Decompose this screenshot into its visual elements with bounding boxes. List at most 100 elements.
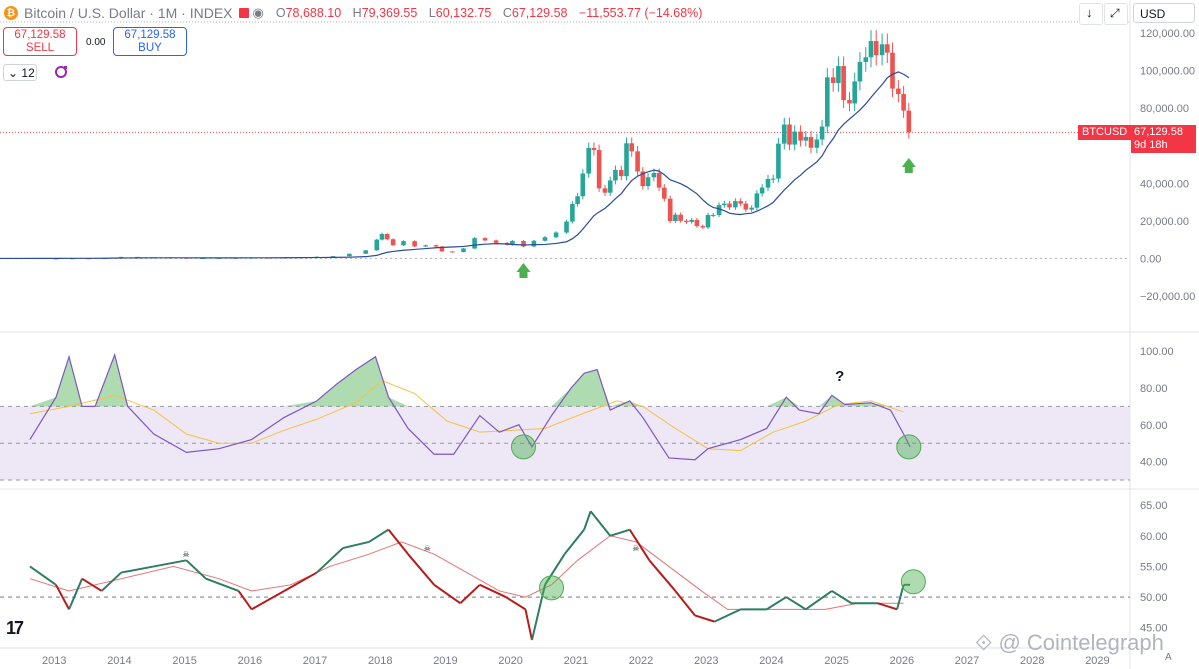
oscillator-panel: ☠ ☠ ☠ <box>0 510 1130 641</box>
watermark: ⟐ @ Cointelegraph <box>975 630 1164 655</box>
osc-line-segment <box>674 590 696 617</box>
candle-body <box>531 240 537 247</box>
year-tick-label: 2028 <box>1020 655 1044 667</box>
candle-body <box>808 137 814 148</box>
skull-icon: ☠ <box>182 550 189 559</box>
candle-body <box>542 237 548 241</box>
currency-select[interactable]: USD <box>1133 3 1195 23</box>
candle-body <box>868 41 874 58</box>
refresh-icon[interactable] <box>53 64 69 80</box>
sell-button[interactable]: 67,129.58 SELL <box>3 27 77 56</box>
candle-body <box>792 131 798 145</box>
buy-button[interactable]: 67,129.58 BUY <box>113 27 187 56</box>
symbol-header: ₿ Bitcoin / U.S. Dollar · 1M · INDEX ◉ O… <box>0 0 702 26</box>
candle-body <box>330 256 336 258</box>
osc-line-segment <box>185 559 207 580</box>
candle-body <box>412 241 417 247</box>
osc-tick-label: 60.00 <box>1140 531 1168 543</box>
last-price-badge: 67,129.58 9d 18h <box>1131 125 1196 153</box>
candle-body <box>553 232 559 238</box>
osc-line-segment <box>766 596 787 611</box>
expand-icon: ⤢ <box>1110 6 1120 20</box>
candle-body <box>662 187 667 199</box>
candle-body <box>379 234 385 240</box>
candle-body <box>787 124 792 145</box>
auto-scale-button[interactable]: A <box>1165 652 1172 663</box>
year-tick-label: 2027 <box>955 655 979 667</box>
candle-body <box>700 226 706 228</box>
year-tick-label: 2018 <box>368 655 392 667</box>
sell-label: SELL <box>25 42 55 54</box>
year-tick-label: 2016 <box>238 655 262 667</box>
osc-line-segment <box>563 529 585 555</box>
symbol-name[interactable]: Bitcoin / U.S. Dollar · 1M · INDEX <box>24 5 233 21</box>
candle-body <box>901 94 906 111</box>
price-tick-label: 40,000.00 <box>1140 178 1189 190</box>
last-price-value: 67,129.58 <box>1134 126 1183 138</box>
price-tick-label: 20,000.00 <box>1140 216 1189 228</box>
rsi-tick-label: 40.00 <box>1140 457 1168 469</box>
candle-body <box>564 221 569 233</box>
candle-body <box>510 240 515 245</box>
price-tick-label: 0.00 <box>1140 253 1161 265</box>
highlight-circle <box>900 569 926 595</box>
candle-body <box>694 219 700 227</box>
candle-body <box>618 169 624 177</box>
candle-body <box>863 57 869 62</box>
price-tick-label: −20,000.00 <box>1140 291 1195 303</box>
buy-signal-arrow-icon <box>516 263 531 278</box>
osc-line-segment <box>628 529 651 561</box>
candle-body <box>896 88 901 95</box>
osc-line-segment <box>342 540 370 550</box>
candle-body <box>635 151 640 172</box>
candle-body <box>439 246 445 252</box>
year-tick-label: 2014 <box>107 655 131 667</box>
interval-input[interactable]: ⌄ 12 <box>3 64 37 81</box>
candle-body <box>710 215 716 217</box>
osc-line-segment <box>205 577 239 592</box>
candle-body <box>759 187 765 194</box>
candle-body <box>819 126 825 140</box>
osc-line-segment <box>831 590 852 605</box>
candle-body <box>852 81 857 104</box>
tradingview-logo[interactable]: 17 <box>6 618 24 638</box>
osc-line-segment <box>544 553 566 586</box>
candle-body <box>906 110 912 133</box>
price-tick-label: 100,000.00 <box>1140 66 1195 78</box>
candle-body <box>433 245 439 247</box>
candle-body <box>482 238 488 241</box>
year-tick-label: 2023 <box>694 655 718 667</box>
bar-countdown: 9d 18h <box>1134 139 1168 151</box>
osc-line-segment <box>589 510 611 537</box>
eye-icon[interactable]: ◉ <box>252 5 264 20</box>
osc-signal-line <box>29 535 904 610</box>
candle-body <box>879 44 885 56</box>
year-tick-label: 2019 <box>433 655 457 667</box>
osc-line-segment <box>283 571 318 592</box>
market-status-icon <box>238 8 249 18</box>
download-button[interactable]: ↓ <box>1079 3 1103 25</box>
year-tick-label: 2025 <box>824 655 848 667</box>
year-tick-label: 2024 <box>759 655 783 667</box>
spread-value: 0.00 <box>86 37 106 48</box>
osc-line-segment <box>785 596 807 611</box>
candle-body <box>613 169 618 181</box>
fullscreen-button[interactable]: ⤢ <box>1104 3 1128 25</box>
price-tick-label: 80,000.00 <box>1140 103 1189 115</box>
candle-body <box>596 150 602 189</box>
candle-body <box>781 124 787 144</box>
candle-body <box>749 207 754 210</box>
candle-body <box>798 131 803 141</box>
candle-body <box>656 172 662 188</box>
osc-line-segment <box>387 529 409 555</box>
candle-body <box>770 178 776 180</box>
moving-average-line <box>0 71 910 260</box>
rsi-panel: ? <box>0 352 1130 481</box>
candle-body <box>390 239 396 246</box>
bitcoin-icon: ₿ <box>4 6 18 20</box>
highlight-circle <box>896 434 922 460</box>
candle-body <box>401 241 406 246</box>
year-tick-label: 2029 <box>1085 655 1109 667</box>
candle-body <box>629 143 635 152</box>
